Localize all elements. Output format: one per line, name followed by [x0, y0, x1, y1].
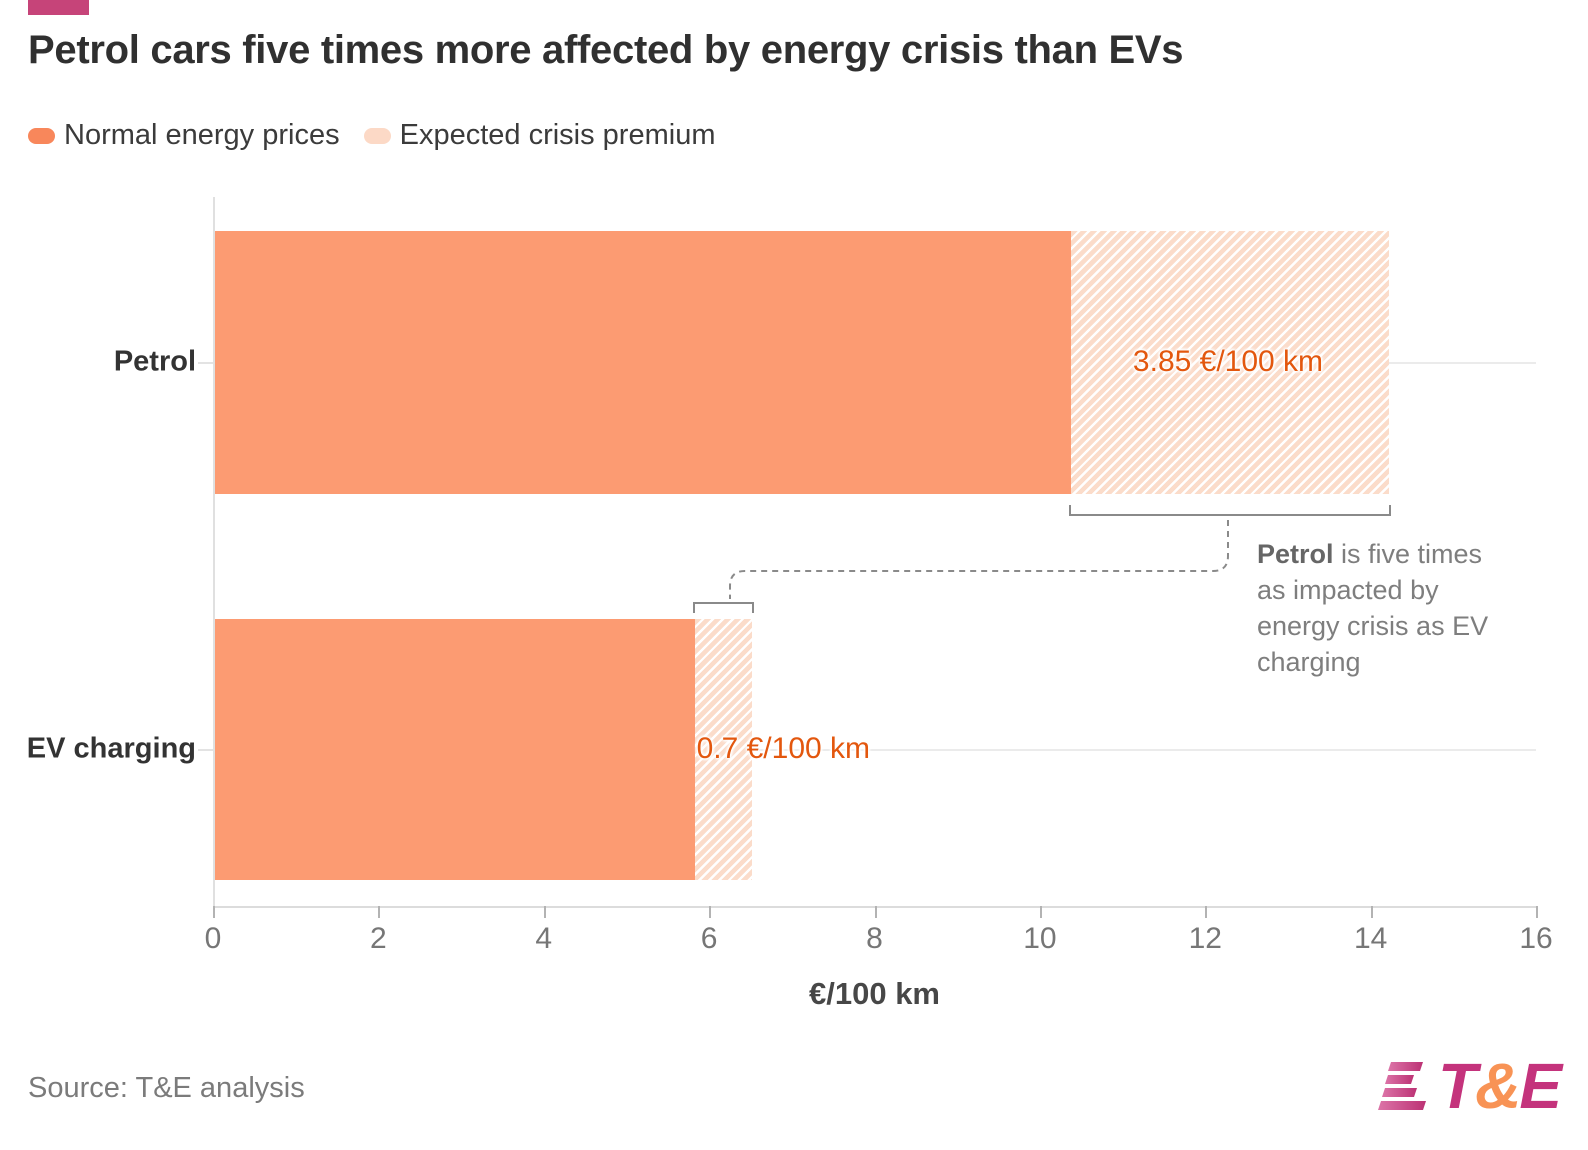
te-logo-text: T&E [1438, 1054, 1562, 1118]
x-tick-label: 10 [1023, 922, 1057, 955]
te-logo-mark [1378, 1062, 1426, 1110]
annotation-text: Petrol is five times as impacted by ener… [1257, 536, 1517, 680]
legend-swatch-normal [28, 127, 55, 144]
bar-petrol-premium [1070, 231, 1390, 494]
legend-item-premium: Expected crisis premium [363, 119, 716, 152]
legend-item-normal: Normal energy prices [28, 119, 340, 152]
bar-ev-premium [694, 619, 753, 880]
row-tick [198, 362, 213, 364]
gridline [213, 749, 1536, 751]
logo-ampersand: & [1475, 1050, 1521, 1122]
x-tick-label: 8 [866, 922, 883, 955]
annotation-bold: Petrol [1257, 539, 1334, 569]
x-axis-tick [1370, 906, 1373, 918]
logo-letter-t: T [1438, 1050, 1477, 1122]
x-axis-tick [1205, 906, 1208, 918]
category-label-ev: EV charging [26, 732, 196, 765]
te-logo: T&E [1374, 1054, 1562, 1118]
x-axis-tick [213, 906, 215, 918]
y-axis-line [213, 197, 215, 906]
x-tick-label: 4 [535, 922, 553, 955]
annotation-rest: is five times as impacted by energy cris… [1257, 539, 1489, 677]
x-axis-tick [1039, 906, 1042, 918]
bracket-petrol-premium [1068, 505, 1392, 516]
x-axis-tick [1536, 906, 1538, 918]
bar-ev-normal [215, 619, 695, 880]
logo-letter-e: E [1519, 1050, 1562, 1122]
source-text: Source: T&E analysis [28, 1072, 305, 1104]
bar-petrol-normal [215, 231, 1071, 494]
x-axis-tick [874, 906, 877, 918]
value-label-petrol: 3.85 €/100 km [1132, 345, 1324, 378]
row-tick [198, 749, 213, 751]
x-axis-tick [543, 906, 546, 918]
value-label-ev: 0.7 €/100 km [696, 732, 871, 765]
x-tick-label: 6 [700, 922, 718, 955]
bracket-ev-premium [692, 602, 755, 613]
x-axis-title: €/100 km [809, 976, 940, 1011]
chart-title: Petrol cars five times more affected by … [28, 28, 1184, 72]
x-tick-label: 2 [370, 922, 387, 955]
legend-swatch-premium [363, 127, 391, 144]
header-accent-bar [28, 0, 89, 15]
x-tick-label: 12 [1188, 922, 1222, 955]
x-tick-label: 14 [1353, 922, 1388, 955]
category-label-petrol: Petrol [113, 345, 196, 378]
legend-label-premium: Expected crisis premium [399, 119, 716, 151]
x-tick-label: 0 [204, 922, 222, 955]
legend: Normal energy prices Expected crisis pre… [28, 119, 715, 152]
legend-label-normal: Normal energy prices [64, 119, 340, 151]
x-tick-label: 16 [1519, 922, 1553, 955]
x-axis-tick [709, 906, 712, 918]
x-axis-tick [378, 906, 381, 918]
